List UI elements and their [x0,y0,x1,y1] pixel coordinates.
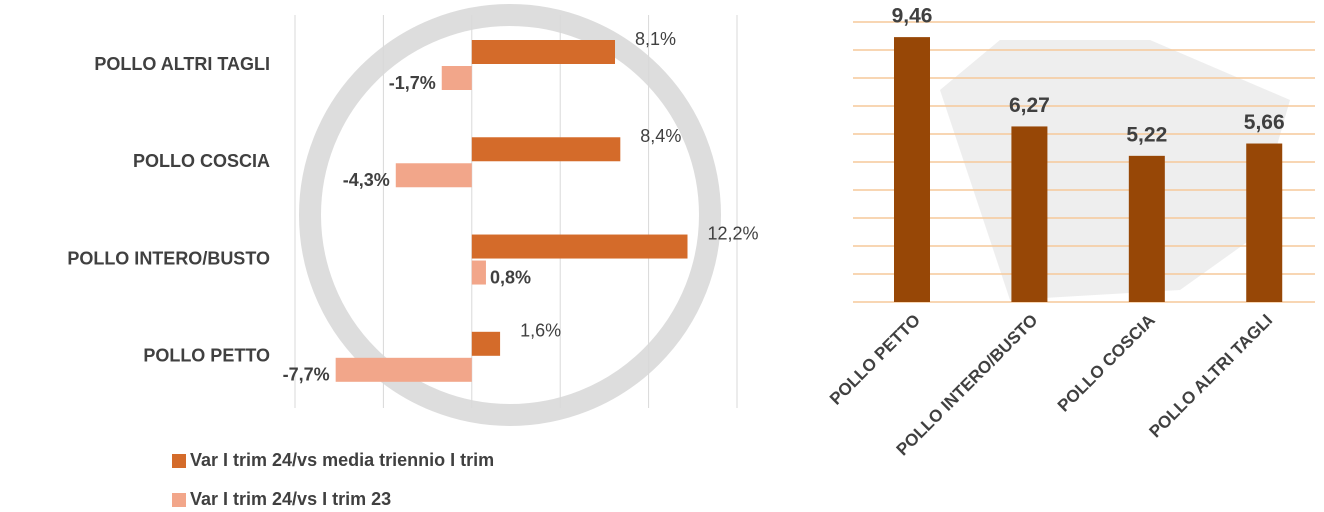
x-tick-label: POLLO PETTO [826,311,924,409]
category-label: POLLO INTERO/BUSTO [67,248,270,268]
bar [336,358,472,382]
value-label: 6,27 [1009,94,1050,117]
bar [1129,156,1165,302]
legend-label: Var I trim 24/vs I trim 23 [190,489,391,509]
value-label: 8,1% [635,29,676,49]
x-tick-label: POLLO COSCIA [1054,311,1159,416]
category-label: POLLO PETTO [143,346,270,366]
value-label: 5,22 [1126,123,1167,146]
category-label: POLLO ALTRI TAGLI [94,54,270,74]
legend-swatch [172,454,186,468]
value-label: 5,66 [1244,111,1285,134]
value-label: -4,3% [343,170,390,190]
bar [1011,126,1047,302]
chart: POLLO ALTRI TAGLI 8,1% -1,7% POLLO COSCIA 8,… [0,0,1324,512]
value-label: 9,46 [892,5,933,28]
bar [396,163,472,187]
bar [472,235,688,259]
value-label: 12,2% [707,223,758,243]
value-label: 1,6% [520,321,561,341]
value-label: -7,7% [283,365,330,385]
bar [472,261,486,285]
bar [472,137,621,161]
value-label: -1,7% [389,73,436,93]
x-tick-label: POLLO ALTRI TAGLI [1145,311,1276,442]
bar [442,66,472,90]
value-label: 0,8% [490,267,531,287]
bar [1246,144,1282,302]
bar [472,40,615,64]
value-label: 8,4% [640,126,681,146]
legend-label: Var I trim 24/vs media triennio I trim [190,450,494,470]
bar [894,37,930,302]
legend-swatch [172,493,186,507]
bar [472,332,500,356]
category-label: POLLO COSCIA [133,151,270,171]
